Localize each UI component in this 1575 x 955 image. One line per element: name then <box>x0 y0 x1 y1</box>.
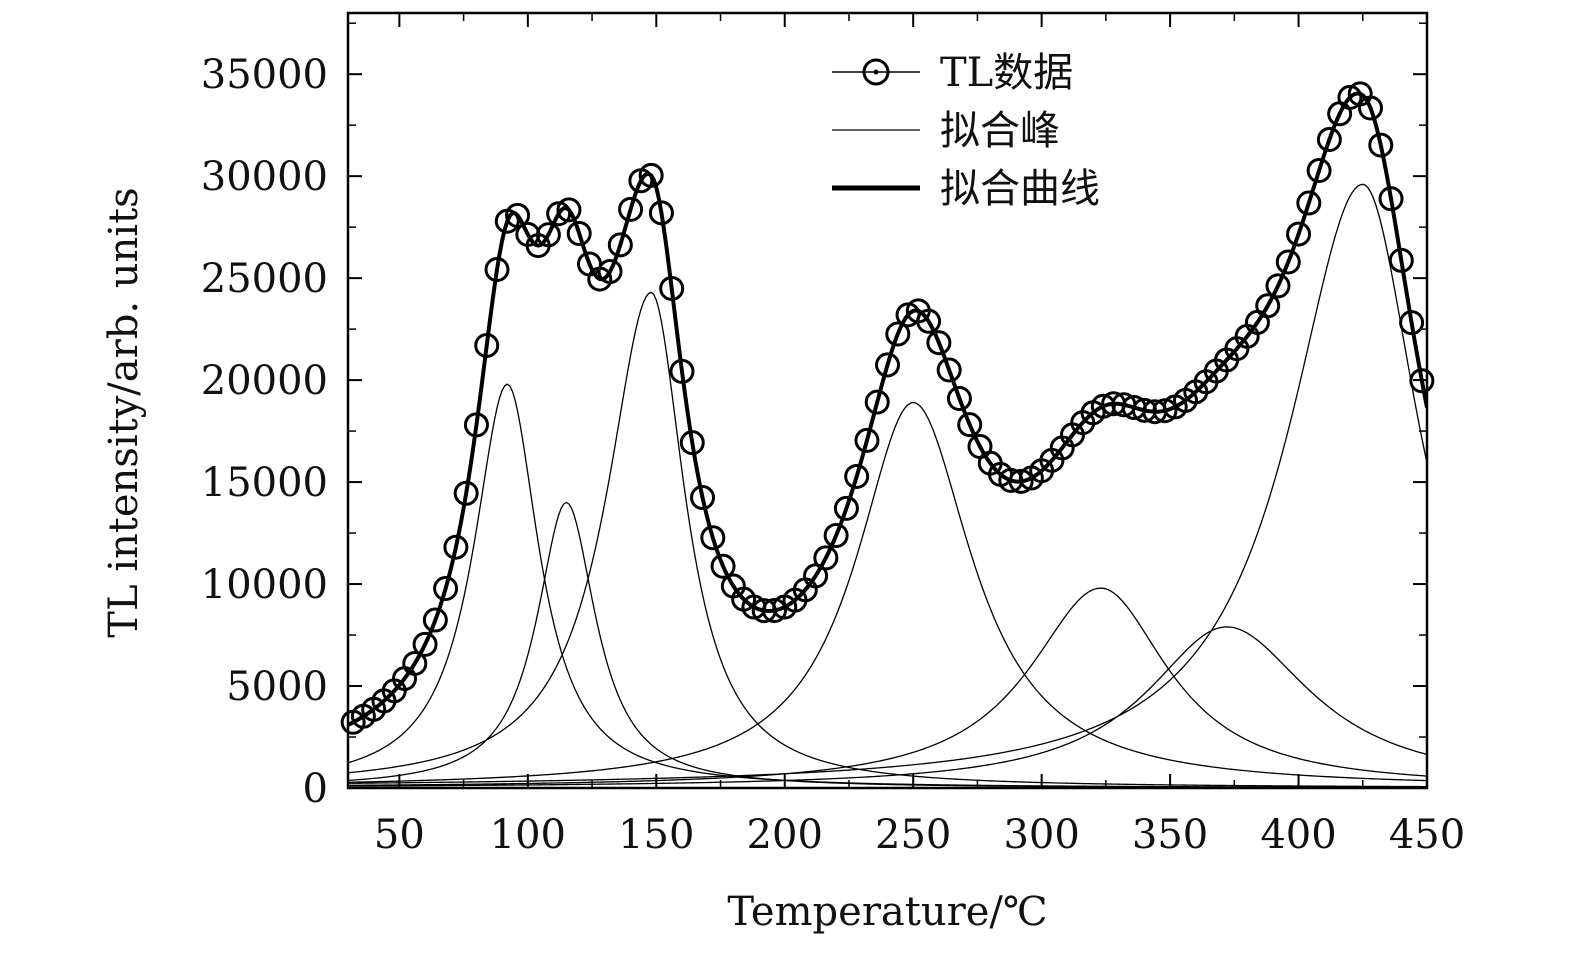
tl-data-point-47 <box>823 523 849 549</box>
tl-data-point-52 <box>875 352 900 378</box>
tl-data-point-19 <box>535 222 561 248</box>
x-tick-label-400: 400 <box>1260 812 1336 858</box>
tl-data-point-94 <box>1306 158 1332 184</box>
x-tick-label-50: 50 <box>374 812 425 858</box>
tl-data-point-100 <box>1368 132 1394 158</box>
x-tick-label-200: 200 <box>747 812 823 858</box>
y-tick-label-5000: 5000 <box>226 664 328 710</box>
tl-data-point-22 <box>566 220 592 246</box>
tl-data-point-34 <box>690 485 716 511</box>
x-tick-label-300: 300 <box>1003 812 1079 858</box>
tl-data-point-103 <box>1399 310 1425 336</box>
fitted-curve <box>348 91 1427 727</box>
tl-data-point-36 <box>710 553 736 579</box>
legend-swatch-tl-data-marker <box>862 58 890 86</box>
tl-data-point-99 <box>1357 95 1383 121</box>
x-axis-title: Temperature/℃ <box>727 889 1047 935</box>
tl-data-point-33 <box>679 430 705 456</box>
tl-data-point-41 <box>761 598 787 624</box>
fitted-peak-5 <box>348 587 1427 786</box>
tl-data-point-50 <box>854 427 880 453</box>
fitted-peaks-group <box>348 183 1427 788</box>
tl-data-point-57 <box>926 330 952 356</box>
tl-data-point-79 <box>1152 398 1178 424</box>
fitted-peak-7 <box>348 183 1427 784</box>
tl-data-point-95 <box>1316 127 1342 153</box>
tl-data-point-65 <box>1008 468 1034 494</box>
tl-data-point-90 <box>1265 273 1291 299</box>
tl-data-point-30 <box>648 200 674 226</box>
tl-data-point-8 <box>422 607 448 633</box>
legend-swatch-tl-data-dot <box>873 69 879 75</box>
fitted-peak-1 <box>348 383 1427 788</box>
axis-ticks-group <box>348 13 1428 789</box>
tl-data-point-59 <box>946 386 972 411</box>
tl-data-point-56 <box>916 308 942 334</box>
legend-label-fitted-curve: 拟合曲线 <box>940 166 1100 212</box>
y-tick-label-30000: 30000 <box>201 154 328 200</box>
tl-data-point-60 <box>957 412 983 438</box>
tl-data-point-58 <box>936 357 962 383</box>
tl-data-point-25 <box>597 259 623 285</box>
tl-data-point-49 <box>844 463 870 489</box>
tl-data-point-32 <box>669 358 695 384</box>
y-tick-label-25000: 25000 <box>201 256 328 302</box>
tl-data-point-102 <box>1388 247 1414 273</box>
legend: TL数据 拟合峰 拟合曲线 <box>832 50 1100 212</box>
legend-entry-fitted-peak: 拟合峰 <box>832 108 1060 154</box>
tl-data-point-7 <box>412 631 438 657</box>
plot-frame <box>346 11 1429 790</box>
tl-data-point-48 <box>833 495 859 521</box>
y-tick-label-10000: 10000 <box>201 562 328 608</box>
tl-data-point-20 <box>546 201 572 227</box>
tl-data-point-53 <box>885 321 911 347</box>
tl-data-point-31 <box>659 275 685 301</box>
legend-label-tl-data: TL数据 <box>940 50 1073 96</box>
tl-data-point-9 <box>433 576 459 602</box>
tl-data-point-14 <box>484 257 510 283</box>
tl-data-group <box>340 81 1435 735</box>
x-tick-label-350: 350 <box>1132 812 1208 858</box>
tl-data-point-92 <box>1286 221 1312 247</box>
tl-data-point-97 <box>1337 84 1363 110</box>
x-tick-label-250: 250 <box>875 812 951 858</box>
tl-data-point-101 <box>1378 186 1404 212</box>
y-axis-title: TL intensity/arb. units <box>101 187 147 637</box>
tl-data-point-11 <box>453 480 479 506</box>
legend-entry-tl-data: TL数据 <box>832 50 1073 96</box>
tl-data-point-12 <box>463 412 489 438</box>
tl-data-point-27 <box>618 196 644 222</box>
tl-data-point-93 <box>1296 190 1322 216</box>
y-tick-label-35000: 35000 <box>201 52 328 98</box>
tl-data-point-10 <box>443 534 469 560</box>
tl-data-point-26 <box>607 232 633 258</box>
y-tick-label-0: 0 <box>303 766 328 812</box>
tl-data-point-51 <box>864 389 890 415</box>
tl-data-point-46 <box>813 545 839 571</box>
x-tick-label-450: 450 <box>1389 812 1465 858</box>
x-tick-label-150: 150 <box>618 812 694 858</box>
y-tick-label-20000: 20000 <box>201 358 328 404</box>
tl-data-point-21 <box>556 197 582 223</box>
fitted-peak-3 <box>348 291 1427 788</box>
fitted-peak-2 <box>348 501 1427 788</box>
tl-data-point-104 <box>1409 368 1435 394</box>
legend-label-fitted-peak: 拟合峰 <box>940 108 1060 154</box>
tl-data-point-89 <box>1255 293 1281 319</box>
fitted-curve-group <box>348 91 1427 727</box>
y-tick-label-15000: 15000 <box>201 460 328 506</box>
x-tick-label-100: 100 <box>490 812 566 858</box>
tl-data-point-13 <box>474 332 500 358</box>
legend-entry-fitted-curve: 拟合曲线 <box>832 166 1100 212</box>
tl-data-point-16 <box>505 202 531 228</box>
tl-data-point-29 <box>638 162 664 188</box>
tl-data-point-35 <box>700 525 726 551</box>
tl-data-point-91 <box>1275 249 1301 275</box>
tl-data-point-6 <box>402 650 428 676</box>
tick-labels-group: 50 100 150 200 250 300 350 400 450 0 5000 10000 1500… <box>201 52 1465 858</box>
